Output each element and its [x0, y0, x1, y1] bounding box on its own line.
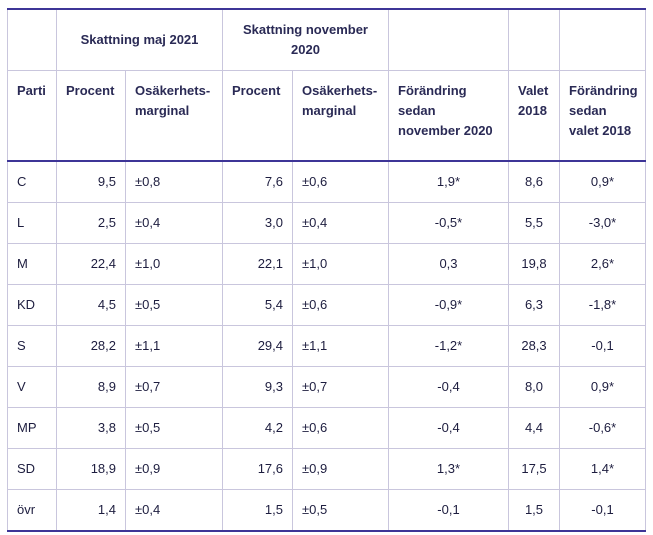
cell-procent-maj: 22,4: [56, 243, 126, 285]
empty-header-cell: [7, 8, 57, 71]
cell-valet-2018: 19,8: [508, 243, 560, 285]
cell-marginal-maj: ±0,4: [125, 489, 223, 532]
cell-marginal-nov: ±1,1: [292, 325, 389, 367]
cell-procent-nov: 22,1: [222, 243, 293, 285]
cell-procent-maj: 28,2: [56, 325, 126, 367]
cell-valet-2018: 8,0: [508, 366, 560, 408]
cell-procent-nov: 29,4: [222, 325, 293, 367]
empty-header-cell: [388, 8, 509, 71]
group-header-nov-2020: Skattning november 2020: [222, 8, 389, 71]
cell-forandring-nov: -0,9*: [388, 284, 509, 326]
cell-marginal-nov: ±0,4: [292, 202, 389, 244]
cell-marginal-maj: ±0,8: [125, 160, 223, 203]
cell-marginal-maj: ±1,0: [125, 243, 223, 285]
cell-forandring-valet: -3,0*: [559, 202, 646, 244]
cell-marginal-maj: ±0,5: [125, 284, 223, 326]
header-forandring-nov: Förändring sedan november 2020: [388, 70, 509, 162]
cell-forandring-nov: -0,5*: [388, 202, 509, 244]
cell-marginal-nov: ±0,6: [292, 160, 389, 203]
cell-forandring-valet: -0,1: [559, 489, 646, 532]
cell-procent-maj: 1,4: [56, 489, 126, 532]
table-row: M 22,4 ±1,0 22,1 ±1,0 0,3 19,8 2,6*: [7, 243, 646, 285]
header-parti: Parti: [7, 70, 57, 162]
cell-procent-maj: 8,9: [56, 366, 126, 408]
table-row: C 9,5 ±0,8 7,6 ±0,6 1,9* 8,6 0,9*: [7, 160, 646, 203]
cell-forandring-nov: 1,3*: [388, 448, 509, 490]
cell-marginal-maj: ±0,7: [125, 366, 223, 408]
cell-marginal-nov: ±0,6: [292, 284, 389, 326]
cell-parti: MP: [7, 407, 57, 449]
header-valet-2018: Valet 2018: [508, 70, 560, 162]
cell-forandring-nov: -1,2*: [388, 325, 509, 367]
header-marginal-maj: Osäkerhets-marginal: [125, 70, 223, 162]
cell-forandring-nov: -0,4: [388, 366, 509, 408]
cell-forandring-nov: -0,4: [388, 407, 509, 449]
cell-marginal-nov: ±0,5: [292, 489, 389, 532]
cell-marginal-maj: ±0,4: [125, 202, 223, 244]
table-row: MP 3,8 ±0,5 4,2 ±0,6 -0,4 4,4 -0,6*: [7, 407, 646, 449]
table-row: V 8,9 ±0,7 9,3 ±0,7 -0,4 8,0 0,9*: [7, 366, 646, 408]
table-row: övr 1,4 ±0,4 1,5 ±0,5 -0,1 1,5 -0,1: [7, 489, 646, 532]
cell-forandring-valet: -1,8*: [559, 284, 646, 326]
table-row: KD 4,5 ±0,5 5,4 ±0,6 -0,9* 6,3 -1,8*: [7, 284, 646, 326]
cell-procent-nov: 5,4: [222, 284, 293, 326]
cell-valet-2018: 6,3: [508, 284, 560, 326]
cell-procent-maj: 4,5: [56, 284, 126, 326]
cell-forandring-valet: 1,4*: [559, 448, 646, 490]
cell-parti: L: [7, 202, 57, 244]
cell-procent-maj: 2,5: [56, 202, 126, 244]
party-estimate-table: Skattning maj 2021 Skattning november 20…: [7, 8, 646, 532]
header-procent-maj: Procent: [56, 70, 126, 162]
table-row: S 28,2 ±1,1 29,4 ±1,1 -1,2* 28,3 -0,1: [7, 325, 646, 367]
group-header-maj-2021: Skattning maj 2021: [56, 8, 223, 71]
cell-parti: S: [7, 325, 57, 367]
cell-valet-2018: 4,4: [508, 407, 560, 449]
cell-valet-2018: 17,5: [508, 448, 560, 490]
cell-marginal-nov: ±1,0: [292, 243, 389, 285]
cell-parti: V: [7, 366, 57, 408]
cell-parti: M: [7, 243, 57, 285]
cell-forandring-nov: -0,1: [388, 489, 509, 532]
group-header-row: Skattning maj 2021 Skattning november 20…: [7, 8, 646, 71]
cell-procent-nov: 9,3: [222, 366, 293, 408]
table-row: SD 18,9 ±0,9 17,6 ±0,9 1,3* 17,5 1,4*: [7, 448, 646, 490]
header-marginal-nov: Osäkerhets-marginal: [292, 70, 389, 162]
cell-valet-2018: 8,6: [508, 160, 560, 203]
cell-procent-nov: 4,2: [222, 407, 293, 449]
cell-parti: övr: [7, 489, 57, 532]
cell-procent-nov: 7,6: [222, 160, 293, 203]
cell-marginal-nov: ±0,6: [292, 407, 389, 449]
cell-parti: KD: [7, 284, 57, 326]
cell-forandring-nov: 0,3: [388, 243, 509, 285]
empty-header-cell: [508, 8, 560, 71]
cell-marginal-nov: ±0,7: [292, 366, 389, 408]
cell-marginal-maj: ±0,9: [125, 448, 223, 490]
cell-valet-2018: 1,5: [508, 489, 560, 532]
header-forandring-valet: Förändring sedan valet 2018: [559, 70, 646, 162]
cell-parti: SD: [7, 448, 57, 490]
cell-procent-nov: 3,0: [222, 202, 293, 244]
cell-valet-2018: 5,5: [508, 202, 560, 244]
cell-procent-nov: 1,5: [222, 489, 293, 532]
column-header-row: Parti Procent Osäkerhets-marginal Procen…: [7, 70, 646, 162]
cell-parti: C: [7, 160, 57, 203]
cell-forandring-valet: 0,9*: [559, 160, 646, 203]
cell-forandring-nov: 1,9*: [388, 160, 509, 203]
cell-valet-2018: 28,3: [508, 325, 560, 367]
cell-procent-nov: 17,6: [222, 448, 293, 490]
table-row: L 2,5 ±0,4 3,0 ±0,4 -0,5* 5,5 -3,0*: [7, 202, 646, 244]
cell-marginal-nov: ±0,9: [292, 448, 389, 490]
cell-marginal-maj: ±0,5: [125, 407, 223, 449]
empty-header-cell: [559, 8, 646, 71]
cell-marginal-maj: ±1,1: [125, 325, 223, 367]
cell-procent-maj: 3,8: [56, 407, 126, 449]
cell-procent-maj: 9,5: [56, 160, 126, 203]
cell-procent-maj: 18,9: [56, 448, 126, 490]
header-procent-nov: Procent: [222, 70, 293, 162]
cell-forandring-valet: -0,6*: [559, 407, 646, 449]
cell-forandring-valet: -0,1: [559, 325, 646, 367]
cell-forandring-valet: 0,9*: [559, 366, 646, 408]
cell-forandring-valet: 2,6*: [559, 243, 646, 285]
